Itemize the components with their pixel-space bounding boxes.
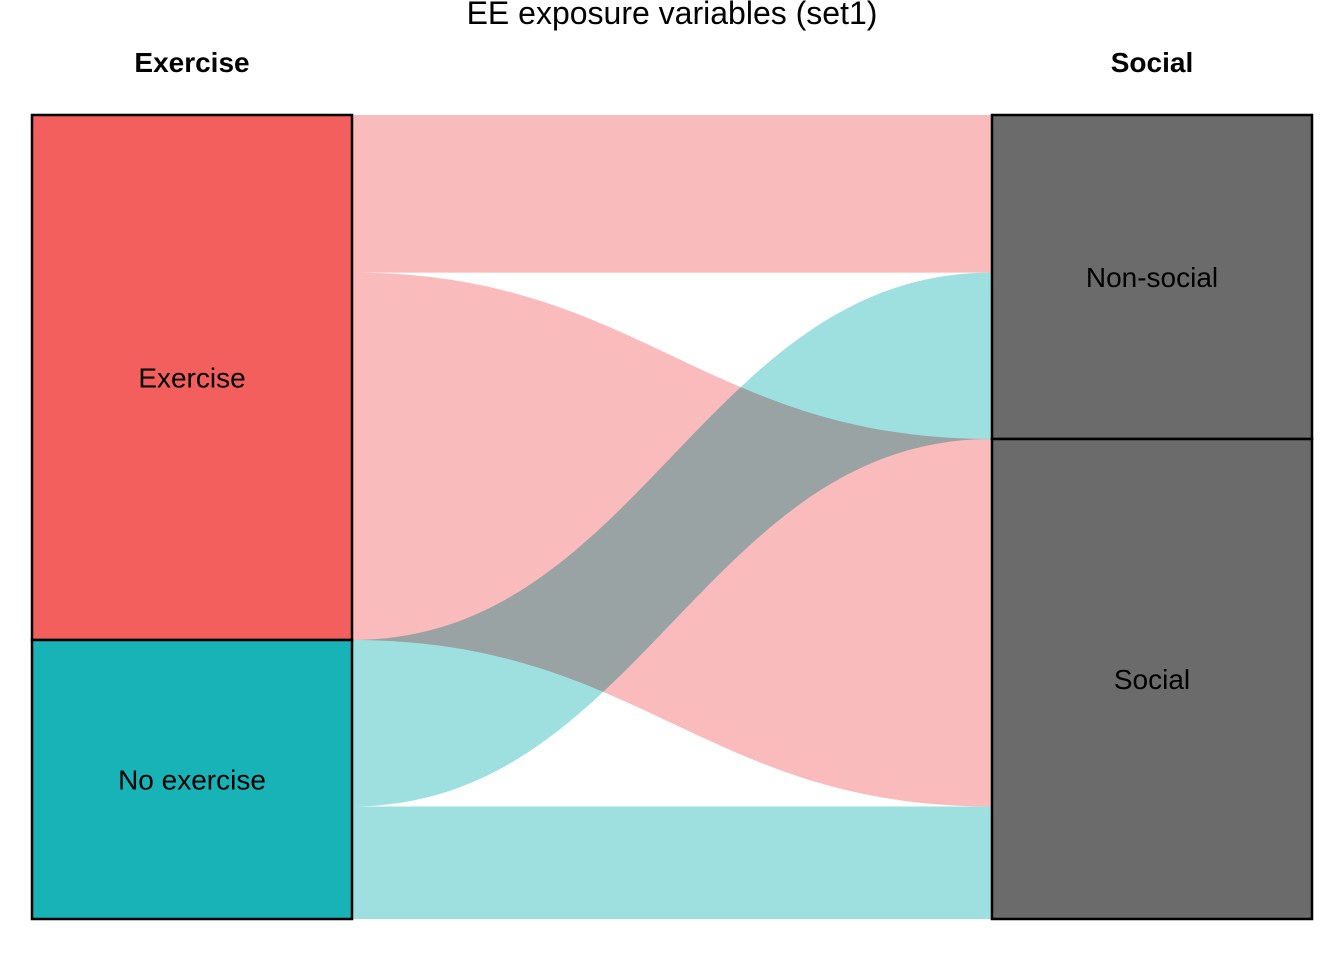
stratum-non-social (990, 113, 1314, 441)
strata-group: Exercise No exercise Non-social Social (30, 113, 1314, 921)
flow-no-exercise-to-non-social (352, 272, 992, 807)
flow-no-exercise-to-social (352, 806, 992, 919)
stratum-label-exercise: Exercise (138, 363, 245, 394)
axis-label-social: Social (1111, 47, 1193, 78)
stratum-label-social: Social (1114, 664, 1190, 695)
stratum-label-non-social: Non-social (1086, 262, 1218, 293)
stratum-label-no-exercise: No exercise (118, 765, 266, 796)
axis-label-exercise: Exercise (134, 47, 249, 78)
flow-exercise-to-non-social (352, 115, 992, 273)
stratum-social (990, 437, 1314, 921)
stratum-exercise (30, 113, 354, 642)
flows-group (352, 115, 992, 919)
stratum-no-exercise (30, 638, 354, 921)
chart-title: EE exposure variables (set1) (467, 0, 878, 31)
